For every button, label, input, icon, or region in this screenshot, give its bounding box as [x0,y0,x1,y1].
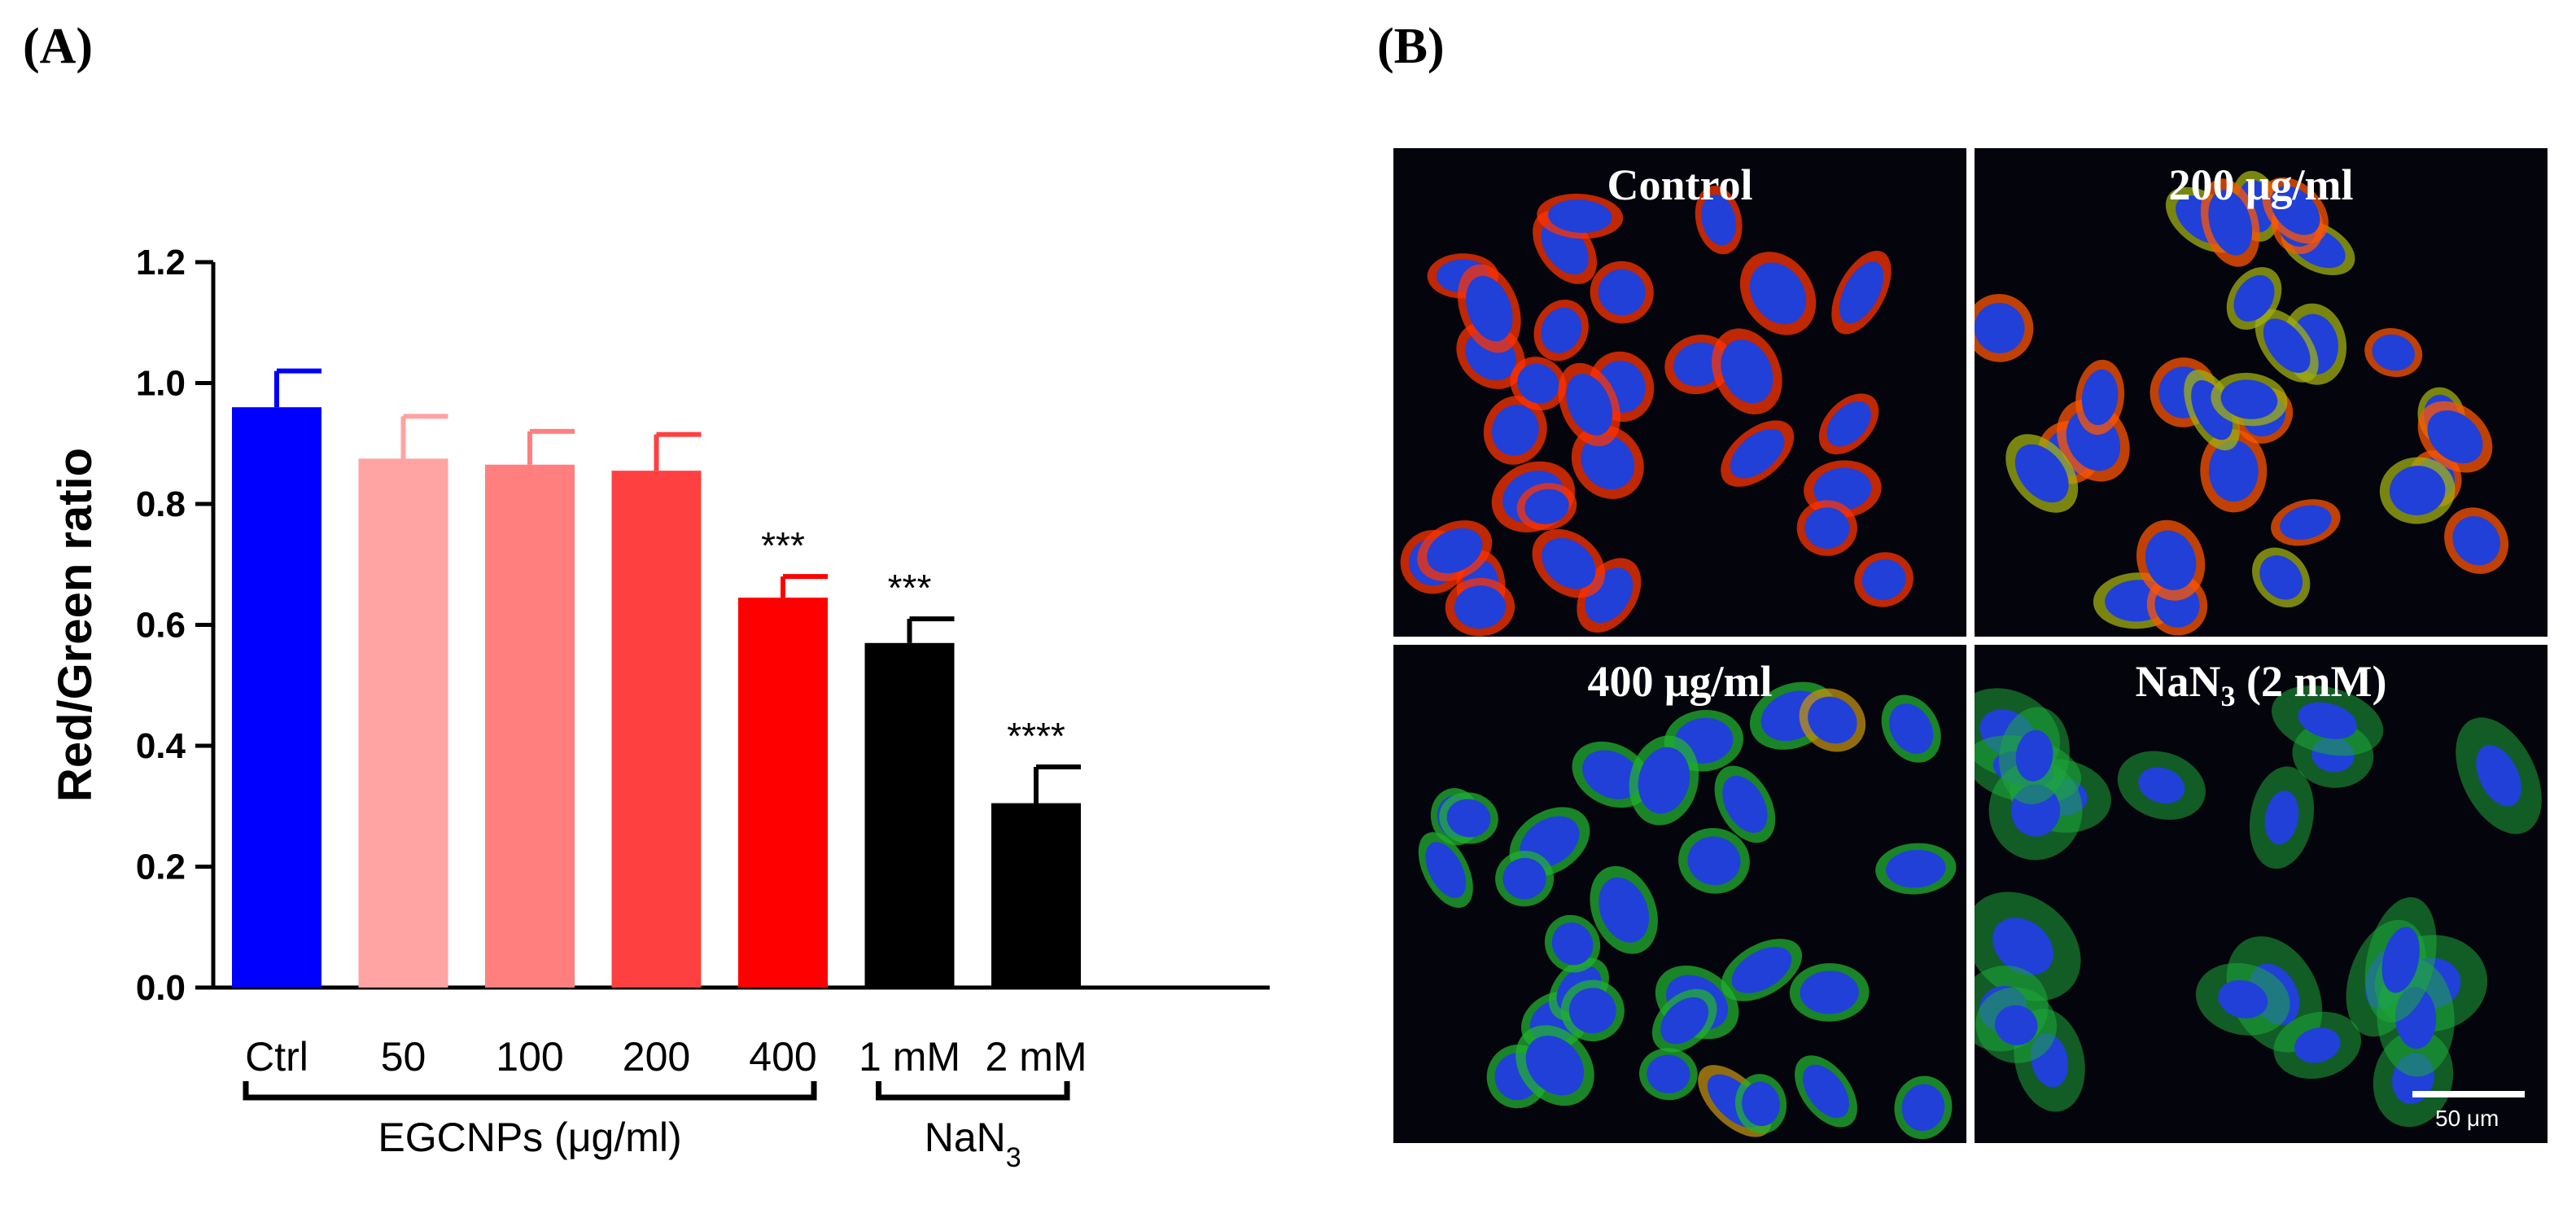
scale-bar-label: 50 μm [2435,1106,2499,1131]
y-tick-label: 0.6 [136,606,186,646]
bar-chart: 0.0 0.2 0.4 0.6 0.8 1.0 1.2 Red/Green ratio Ctrl… [49,243,1270,1173]
y-tick-label: 0.4 [136,726,186,766]
significance-marker: *** [761,524,805,567]
y-tick-label: 0.2 [136,848,186,887]
group-label: NaN3 [925,1115,1021,1173]
micrograph-title: Control [1607,160,1753,209]
group-bracket [243,1081,817,1101]
micrograph-title: 400 μg/ml [1587,657,1773,706]
panel-b-label: (B) [1377,19,1445,74]
group-label: EGCNPs (μg/ml) [378,1115,681,1160]
group-bracket [876,1081,1070,1101]
category-label: 100 [496,1034,563,1080]
category-label: 1 mM [859,1034,960,1080]
significance-marker: *** [888,567,932,609]
micrograph-image [1975,645,2548,1143]
micrograph-400: 400 μg/ml [1393,645,1966,1143]
bar-400 [738,598,828,988]
category-label: 50 [381,1034,426,1080]
y-tick-label: 1.2 [136,243,186,283]
y-axis-label: Red/Green ratio [49,448,102,802]
micrograph-image [1393,148,1966,637]
panel-a-label: (A) [23,19,94,74]
y-tick-label: 0.8 [136,484,186,524]
micrograph-image [1975,148,2548,637]
micrograph-control: Control [1393,148,1966,637]
bar-Ctrl [232,407,321,988]
bar-200 [611,471,702,988]
bar-100 [485,464,575,988]
micrograph-200: 200 μg/ml [1975,148,2548,637]
micrograph-image [1393,645,1966,1143]
y-tick-label: 1.0 [136,364,186,404]
micrograph-title: NaN3 (2 mM) [2135,657,2387,712]
bar-50 [358,458,448,988]
y-tick-label: 0.0 [136,968,186,1008]
bar-1 mM [864,642,955,988]
micrograph-title: 200 μg/ml [2168,160,2354,209]
category-label: 2 mM [986,1034,1087,1080]
category-label: Ctrl [245,1034,308,1080]
bar-2 mM [991,803,1081,988]
significance-marker: **** [1007,715,1065,757]
scale-bar [2412,1091,2525,1097]
micrograph-nan3: NaN3 (2 mM) 50 μm [1975,645,2548,1143]
category-label: 400 [749,1034,816,1080]
category-label: 200 [623,1034,690,1080]
